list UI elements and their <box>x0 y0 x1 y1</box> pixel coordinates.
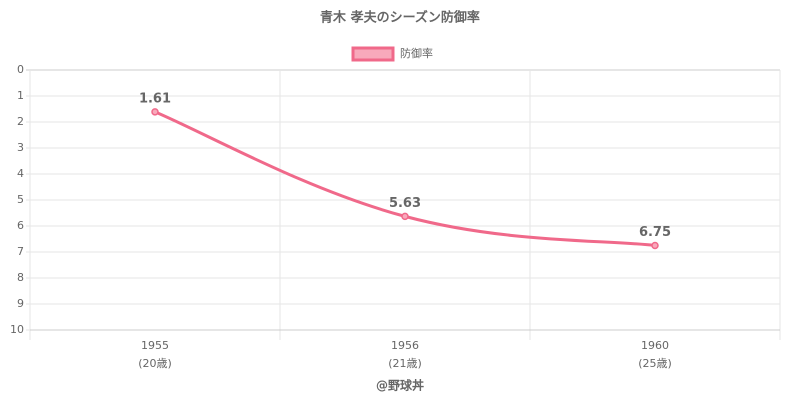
y-tick-label: 6 <box>17 219 24 232</box>
point <box>651 241 659 250</box>
y-tick-label: 5 <box>17 193 24 206</box>
point <box>151 108 159 116</box>
footer: @野球丼 <box>376 378 424 393</box>
legend-swatch <box>351 46 395 62</box>
y-tick-label: 8 <box>17 271 24 284</box>
data-label: 1.61 <box>139 91 171 106</box>
point <box>401 212 409 221</box>
y-tick-label: 3 <box>17 141 24 154</box>
x-tick-sublabel: (20歳) <box>138 357 172 370</box>
y-tick-label: 7 <box>17 245 24 258</box>
y-tick-label: 0 <box>17 63 24 76</box>
y-tick-label: 10 <box>10 323 24 336</box>
y-tick-label: 9 <box>17 297 24 310</box>
y-tick-label: 4 <box>17 167 24 180</box>
line <box>154 110 656 247</box>
x-tick-sublabel: (21歳) <box>388 357 422 370</box>
chart-title: 青木 孝夫のシーズン防御率 <box>320 10 480 26</box>
y-tick-label: 2 <box>17 115 24 128</box>
x-tick-label: 1955 <box>141 339 169 352</box>
legend-label: 防御率 <box>400 46 433 60</box>
x-tick-label: 1960 <box>641 339 669 352</box>
x-tick-sublabel: (25歳) <box>638 357 672 370</box>
x-tick-label: 1956 <box>391 339 419 352</box>
data-label: 6.75 <box>639 225 671 240</box>
data-label: 5.63 <box>389 196 421 211</box>
y-tick-label: 1 <box>17 89 24 102</box>
